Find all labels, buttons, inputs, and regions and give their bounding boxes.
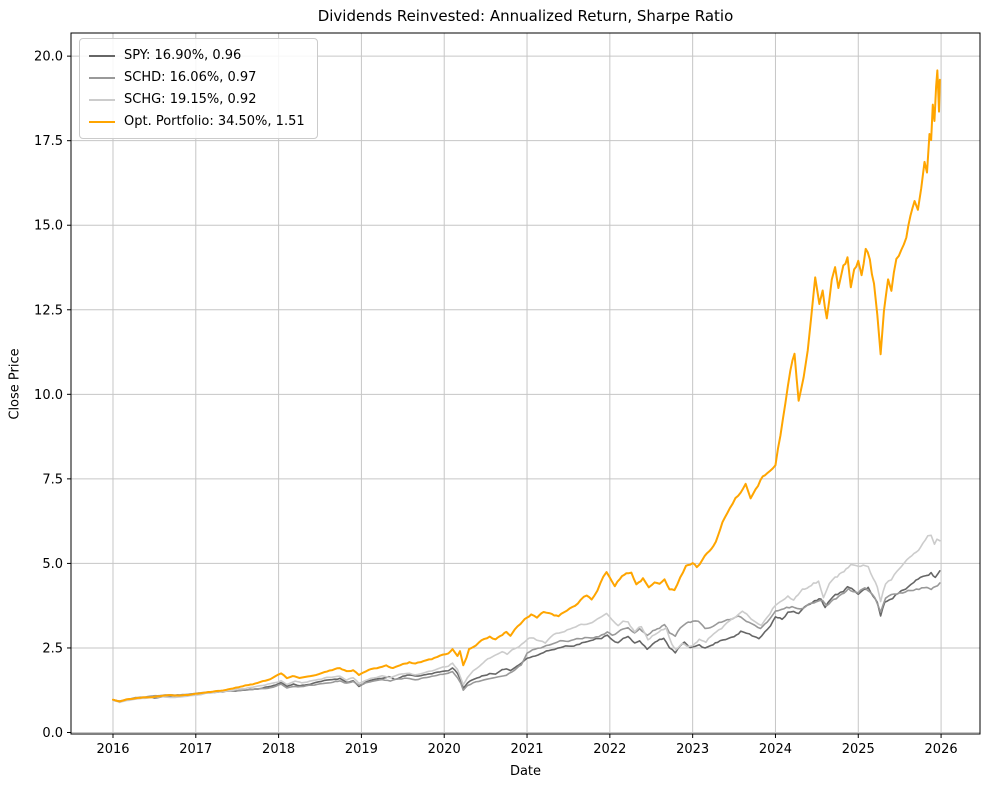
legend-label: SCHG: 19.15%, 0.92: [124, 92, 257, 107]
x-tick-label: 2016: [96, 742, 129, 757]
y-tick-label: 7.5: [42, 472, 63, 487]
y-tick-label: 17.5: [34, 134, 63, 149]
x-tick-label: 2021: [510, 742, 543, 757]
legend-item: SCHD: 16.06%, 0.97: [89, 69, 305, 86]
y-tick-label: 0.0: [42, 726, 63, 741]
x-tick-label: 2026: [925, 742, 958, 757]
legend-item: SPY: 16.90%, 0.96: [89, 47, 305, 64]
legend-line-sample-spy: [89, 54, 115, 57]
legend-line-sample-schd: [89, 76, 115, 79]
x-tick-label: 2018: [262, 742, 295, 757]
y-tick-label: 20.0: [34, 50, 63, 65]
y-tick-label: 15.0: [34, 219, 63, 234]
x-tick-label: 2023: [676, 742, 709, 757]
legend-item: SCHG: 19.15%, 0.92: [89, 91, 305, 108]
axes-frame: [70, 32, 981, 735]
x-tick-label: 2020: [428, 742, 461, 757]
chart-title: Dividends Reinvested: Annualized Return,…: [317, 7, 734, 25]
x-tick-label: 2024: [759, 742, 792, 757]
x-tick-label: 2022: [593, 742, 626, 757]
legend-item: Opt. Portfolio: 34.50%, 1.51: [89, 113, 305, 130]
legend-label: SPY: 16.90%, 0.96: [124, 48, 242, 63]
series-line-schg: [112, 534, 941, 704]
legend-line-sample-opt-portfolio: [89, 120, 115, 123]
x-tick-label: 2025: [842, 742, 875, 757]
legend-label: SCHD: 16.06%, 0.97: [124, 70, 257, 85]
y-tick-label: 10.0: [34, 388, 63, 403]
y-axis-label: Close Price: [7, 348, 23, 420]
series-line-opt-portfolio: [111, 69, 941, 703]
x-axis-label: Date: [509, 764, 542, 779]
series-line-spy: [112, 570, 941, 703]
y-tick-label: 12.5: [34, 303, 63, 318]
legend-line-sample-schg: [89, 98, 115, 101]
legend: SPY: 16.90%, 0.96 SCHD: 16.06%, 0.97 SCHG:…: [79, 38, 318, 139]
y-tick-label: 5.0: [42, 557, 63, 572]
x-tick-label: 2017: [179, 742, 212, 757]
series-line-schd: [112, 582, 941, 702]
legend-label: Opt. Portfolio: 34.50%, 1.51: [124, 114, 305, 129]
y-tick-label: 2.5: [42, 641, 63, 656]
x-tick-label: 2019: [345, 742, 378, 757]
